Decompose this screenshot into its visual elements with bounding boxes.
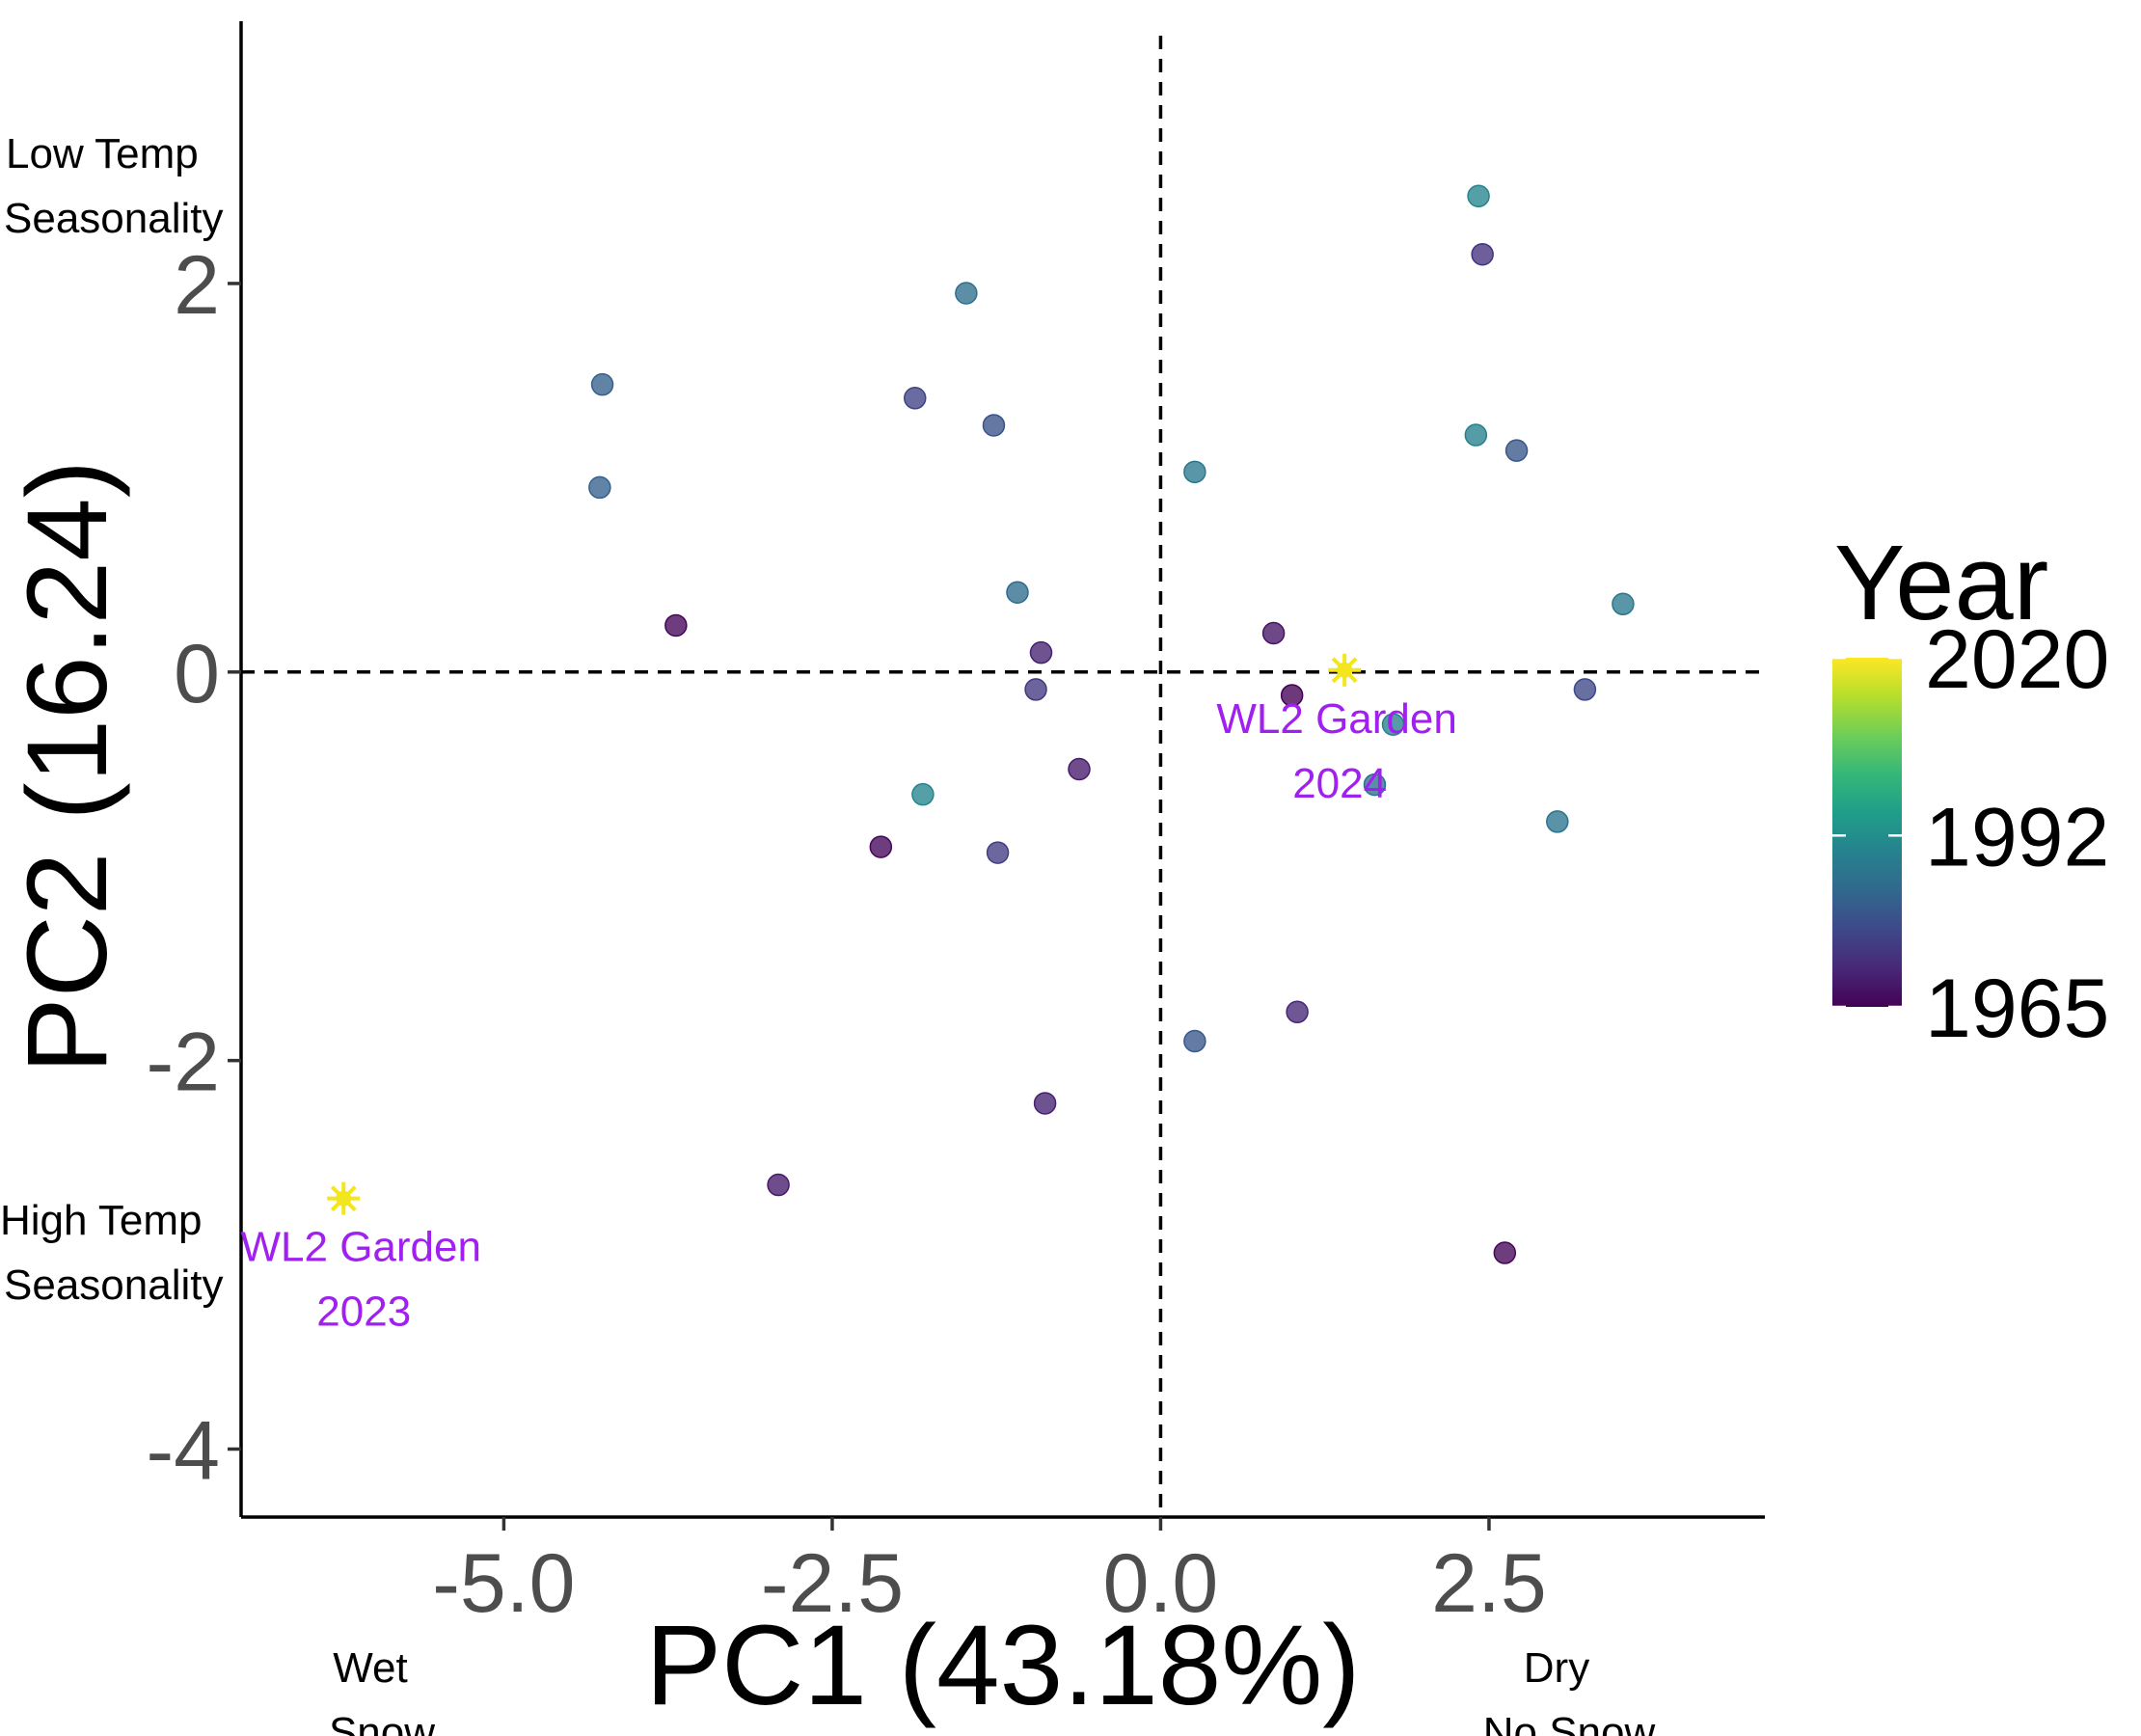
- y-tick-label: 2: [174, 239, 220, 332]
- garden-star-marker: [1328, 653, 1362, 687]
- x-tick-label: -5.0: [432, 1537, 575, 1630]
- data-point: [1467, 184, 1490, 208]
- annotation-snow: Snow: [329, 1709, 435, 1736]
- garden-label-year: 2024: [1292, 760, 1387, 807]
- legend-title: Year: [1834, 524, 2048, 642]
- data-point: [1471, 242, 1494, 266]
- garden-label-name: WL2 Garden: [1216, 695, 1456, 743]
- legend-tick-label: 1992: [1925, 791, 2109, 883]
- data-point: [1024, 678, 1047, 701]
- garden-highlights: WL2 Garden 2024 WL2 Garden 2023: [241, 653, 1457, 1336]
- data-point: [982, 414, 1006, 437]
- data-point: [1029, 640, 1053, 665]
- garden-label-year: 2023: [316, 1288, 411, 1336]
- data-point: [1612, 592, 1635, 616]
- data-point: [1280, 684, 1304, 707]
- data-point: [903, 387, 927, 410]
- y-axis-ticks: -4 -2 0 2: [147, 239, 241, 1498]
- legend-tick-label: 2020: [1925, 613, 2109, 706]
- data-point: [1286, 1000, 1309, 1024]
- legend-tick-label: 1965: [1925, 963, 2109, 1055]
- annotation-low-temp-seasonality: Seasonality: [4, 195, 223, 242]
- data-point: [1381, 713, 1405, 736]
- y-tick-label: 0: [174, 628, 220, 720]
- data-point: [1464, 423, 1488, 447]
- annotation-no-snow: No Snow: [1483, 1709, 1656, 1736]
- garden-star-marker: [327, 1181, 361, 1215]
- data-point: [1504, 439, 1529, 462]
- data-points: [588, 184, 1635, 1264]
- annotation-dry: Dry: [1524, 1644, 1589, 1692]
- annotation-wet: Wet: [333, 1644, 407, 1692]
- data-point: [1573, 678, 1597, 701]
- colorbar: [1832, 658, 1902, 1007]
- data-point: [911, 782, 935, 806]
- data-point: [1033, 1092, 1057, 1115]
- annotation-low-temp: Low Temp: [6, 130, 199, 177]
- y-tick-label: -2: [147, 1017, 220, 1109]
- x-tick-label: -2.5: [761, 1537, 904, 1630]
- garden-label-name: WL2 Garden: [241, 1224, 481, 1271]
- year-colorbar-legend: Year 1965 1992 2020: [1832, 524, 2109, 1055]
- data-point: [664, 613, 688, 637]
- data-point: [986, 841, 1010, 864]
- x-axis-ticks: -5.0 -2.5 0.0 2.5: [432, 1517, 1547, 1630]
- data-point: [1363, 773, 1387, 797]
- data-point: [1493, 1241, 1517, 1264]
- annotation-high-temp-seasonality: Seasonality: [4, 1261, 223, 1309]
- data-point: [955, 282, 978, 305]
- data-point: [767, 1173, 790, 1197]
- data-point: [1546, 810, 1569, 833]
- annotation-high-temp: High Temp: [0, 1197, 203, 1244]
- data-point: [1006, 581, 1029, 604]
- data-point: [590, 372, 614, 396]
- data-point: [588, 475, 611, 500]
- x-tick-label: 0.0: [1103, 1537, 1219, 1630]
- x-axis-title: PC1 (43.18%): [645, 1602, 1360, 1729]
- y-tick-label: -4: [147, 1405, 220, 1498]
- x-tick-label: 2.5: [1431, 1537, 1547, 1630]
- data-point: [1261, 621, 1286, 645]
- data-point: [1183, 460, 1206, 484]
- data-point: [1068, 757, 1091, 781]
- y-axis-title: PC2 (16.24): [4, 460, 131, 1073]
- data-point: [869, 835, 893, 858]
- data-point: [1183, 1029, 1206, 1053]
